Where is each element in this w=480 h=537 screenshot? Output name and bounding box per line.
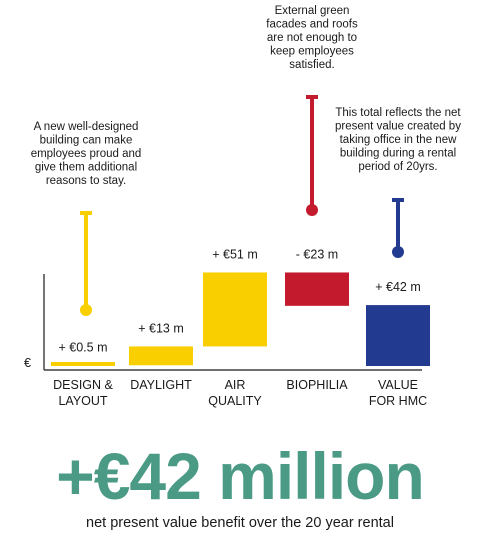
bar-0	[51, 362, 115, 366]
category-label-3-0: BIOPHILIA	[286, 378, 348, 392]
category-label-4-0: VALUE	[378, 378, 418, 392]
headline-value: +€42 million	[56, 439, 425, 513]
annotation-1-line-1: facades and roofs	[266, 19, 358, 31]
value-label-0: + €0.5 m	[59, 340, 108, 354]
annotation-2-dot	[392, 246, 404, 258]
category-label-4-1: FOR HMC	[369, 394, 427, 408]
annotation-0-line-2: employees proud and	[31, 148, 142, 160]
bar-3	[285, 272, 349, 306]
bar-2	[203, 272, 267, 347]
bar-1	[129, 346, 193, 366]
annotation-2-line-4: period of 20yrs.	[358, 161, 437, 173]
headline-subtitle: net present value benefit over the 20 ye…	[86, 515, 394, 531]
category-label-1-0: DAYLIGHT	[130, 378, 192, 392]
annotation-0-dot	[80, 304, 92, 316]
annotation-0-line-1: building can make	[40, 135, 133, 147]
category-label-2-0: AIR	[225, 378, 246, 392]
annotation-1-line-4: satisfied.	[289, 59, 334, 71]
value-label-4: + €42 m	[375, 280, 421, 294]
annotation-2-line-2: taking office in the new	[340, 134, 457, 146]
annotation-1-line-3: keep employees	[270, 46, 354, 58]
value-label-2: + €51 m	[212, 247, 258, 261]
y-axis-label: €	[24, 356, 31, 370]
annotation-0-line-3: give them additional	[35, 162, 137, 174]
annotation-2-line-1: present value created by	[335, 121, 461, 133]
annotation-1-dot	[306, 204, 318, 216]
annotation-1-line-0: External green	[275, 5, 350, 17]
annotation-2-line-3: building during a rental	[340, 148, 456, 160]
annotation-2-line-0: This total reflects the net	[335, 107, 461, 119]
bar-4	[366, 305, 430, 366]
category-label-2-1: QUALITY	[208, 394, 262, 408]
value-label-1: + €13 m	[138, 321, 184, 335]
category-label-0-0: DESIGN &	[53, 378, 113, 392]
value-label-3: - €23 m	[296, 247, 338, 261]
annotation-1-line-2: are not enough to	[267, 32, 357, 44]
category-label-0-1: LAYOUT	[58, 394, 107, 408]
annotation-0-line-4: reasons to stay.	[46, 175, 126, 187]
annotation-0-line-0: A new well-designed	[34, 121, 139, 133]
